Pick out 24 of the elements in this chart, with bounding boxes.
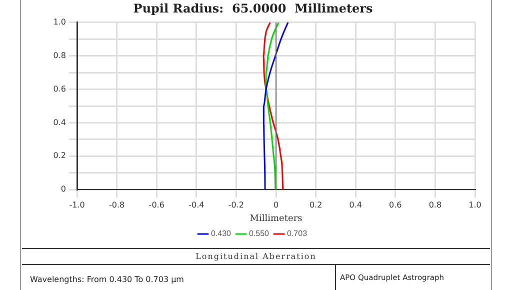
y-tick-label: 0.8 bbox=[53, 50, 66, 60]
x-tick-label: 0.8 bbox=[428, 200, 442, 210]
text: Wavelengths: From 0.430 To 0.703 µm bbox=[30, 275, 184, 284]
x-tick-label: 0.2 bbox=[309, 200, 322, 210]
x-axis-title: Millimeters bbox=[250, 214, 303, 224]
legend-label: 0.550 bbox=[248, 229, 270, 238]
x-tick-label: 0.6 bbox=[389, 200, 402, 210]
x-tick-label: 0 bbox=[273, 200, 279, 210]
y-tick-label: 1.0 bbox=[53, 17, 66, 26]
y-tick-label: 0 bbox=[60, 184, 66, 194]
x-tick-label: -0.8 bbox=[108, 200, 125, 210]
text: Longitudinal Aberration bbox=[22, 249, 490, 265]
x-tick-label: -1.0 bbox=[69, 200, 85, 210]
y-tick-label: 0.6 bbox=[53, 84, 66, 94]
y-tick-label: 0.4 bbox=[53, 118, 66, 127]
x-tick-label: 1.0 bbox=[468, 200, 482, 210]
chart-title: Pupil Radius: 65.0000 Millimeters bbox=[133, 1, 373, 16]
x-tick-label: -0.6 bbox=[148, 200, 164, 210]
x-tick-label: 0.4 bbox=[349, 200, 362, 210]
legend-label: 0.703 bbox=[287, 229, 308, 238]
legend-label: 0.430 bbox=[210, 229, 232, 238]
x-tick-label: -0.2 bbox=[228, 200, 244, 210]
y-tick-label: 0.2 bbox=[53, 151, 66, 160]
x-tick-label: -0.4 bbox=[188, 200, 204, 210]
